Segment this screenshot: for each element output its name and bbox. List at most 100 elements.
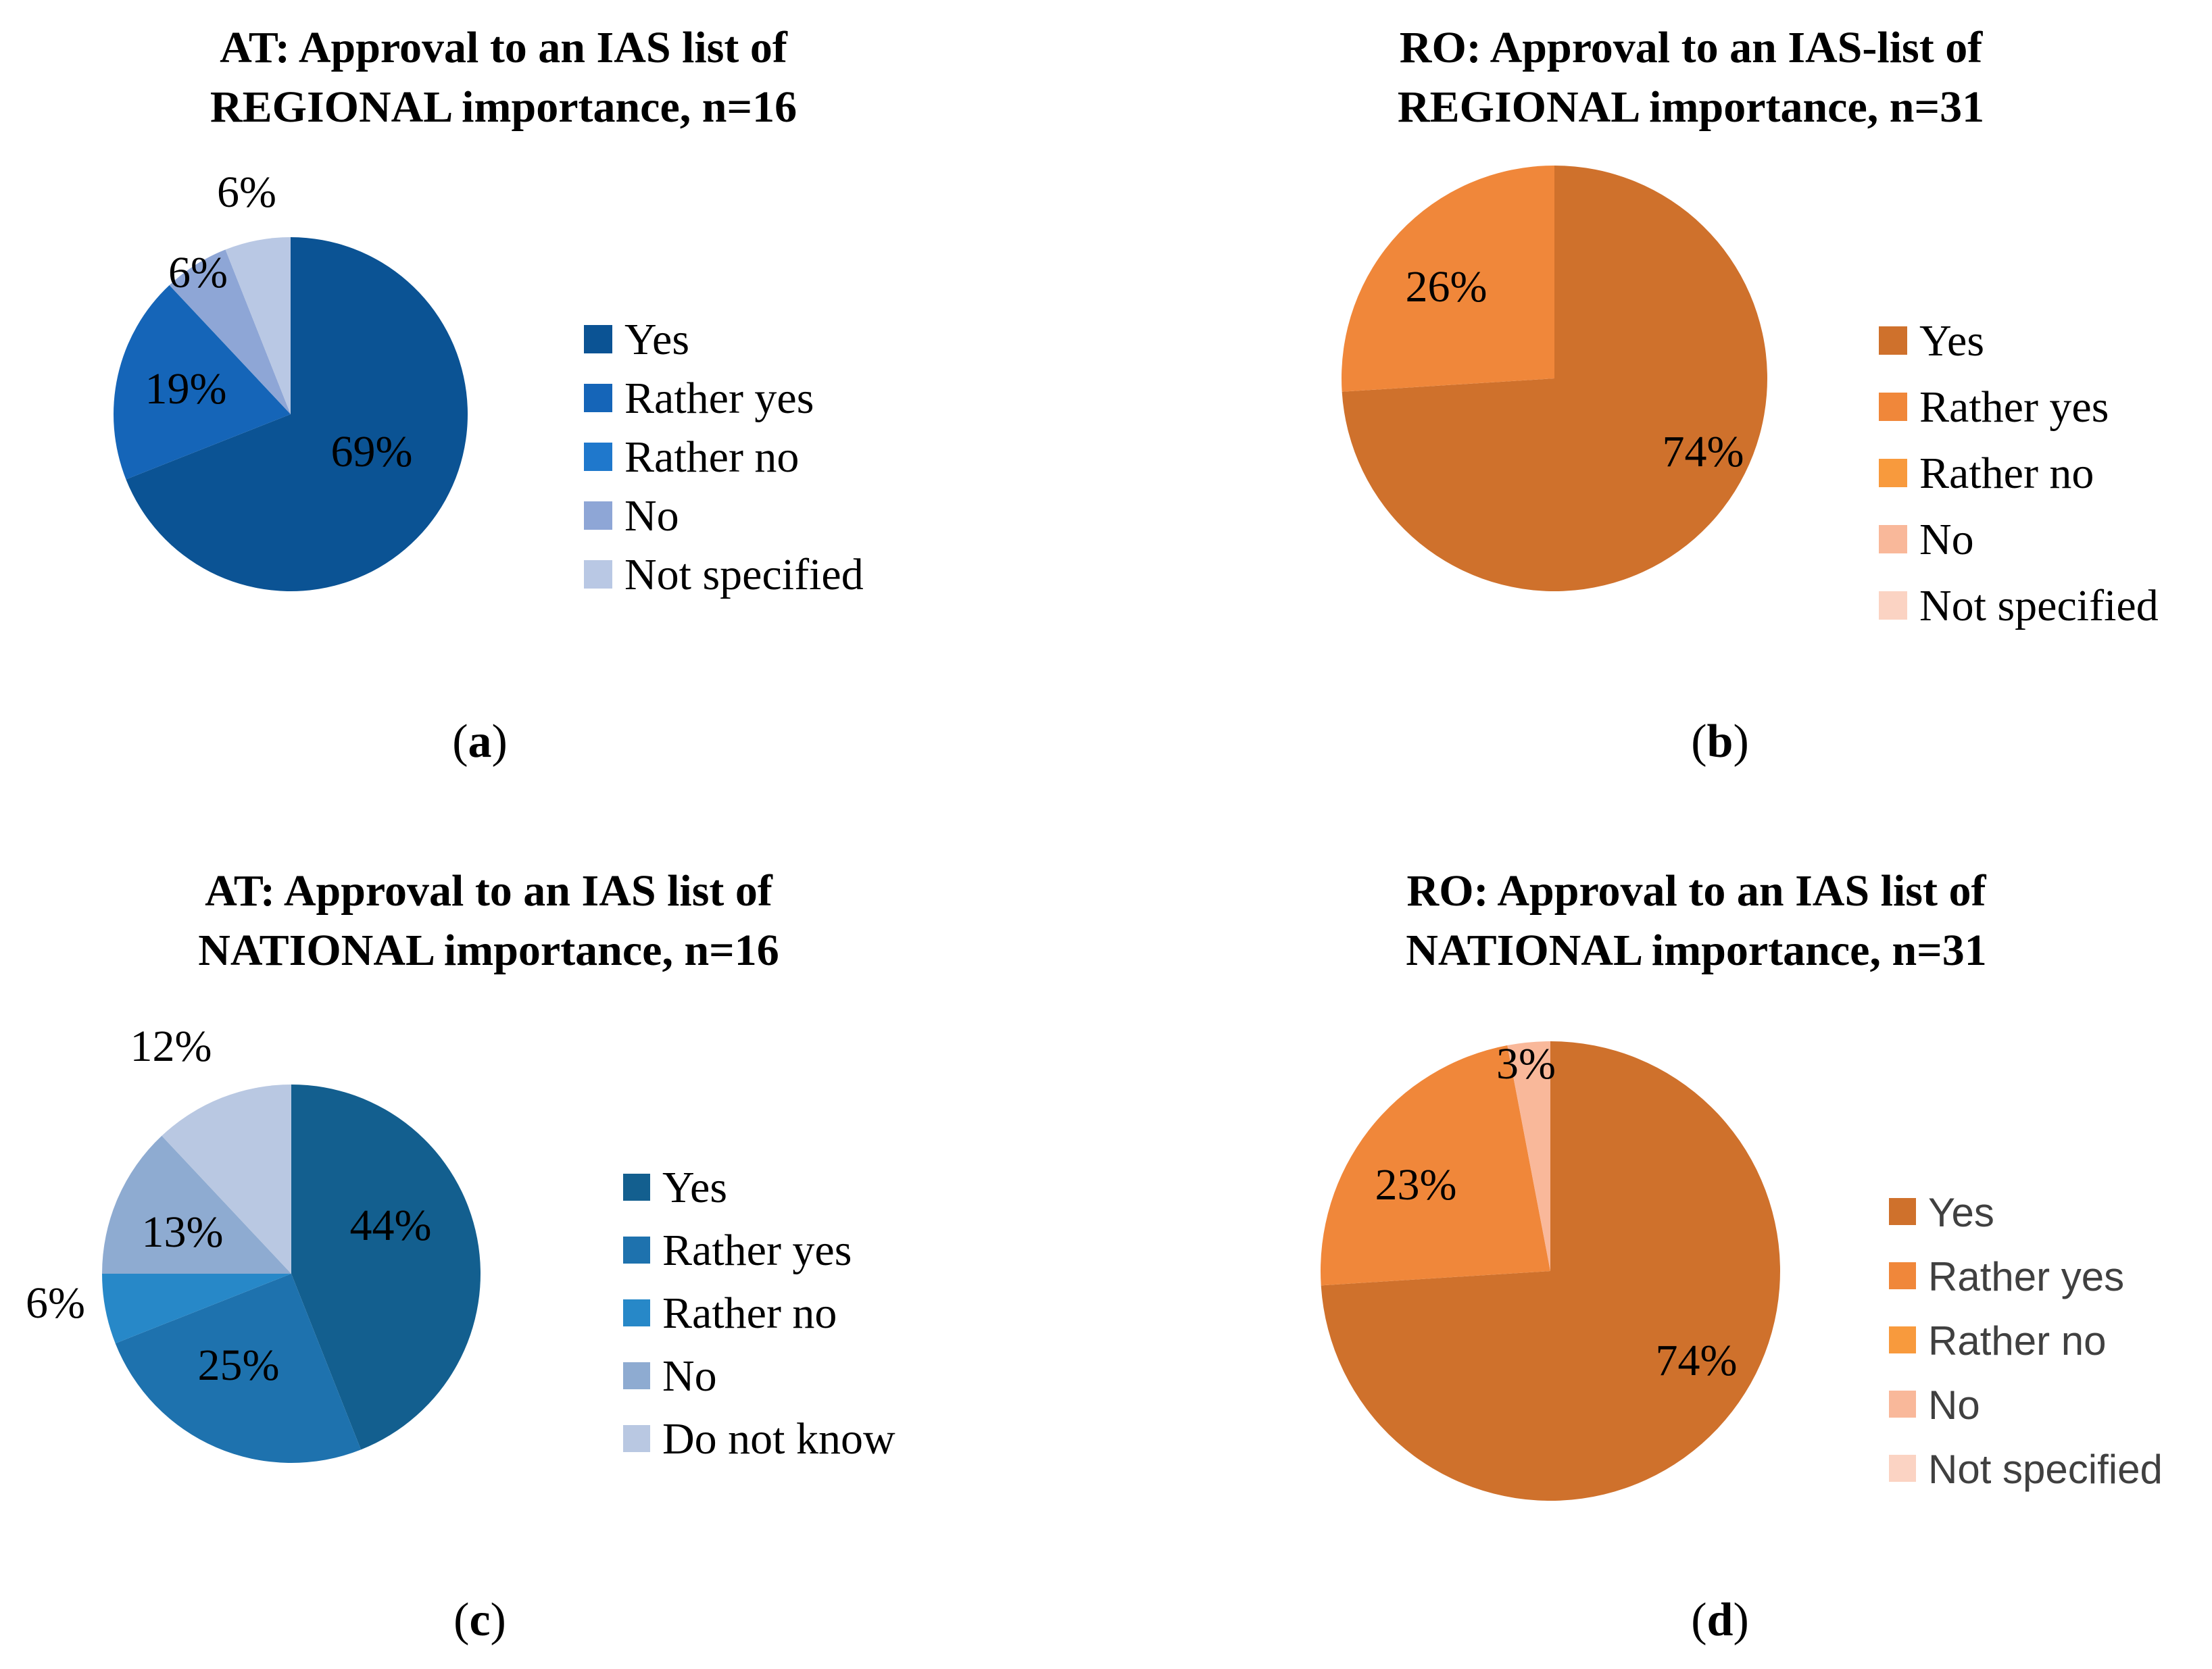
legend-swatch: [1889, 1326, 1916, 1353]
pie-slice-yes: [1321, 1041, 1780, 1501]
legend-label: No: [1928, 1382, 1980, 1428]
legend: Yes Rather yes Rather no No Not specified: [1879, 316, 2159, 630]
legend-swatch: [623, 1237, 650, 1264]
legend-label: Yes: [662, 1163, 727, 1212]
data-label: 6%: [168, 248, 228, 297]
legend-label: Rather no: [1928, 1318, 2107, 1364]
pie-slice-do-not-know: [162, 1085, 291, 1274]
caption-letter: c: [469, 1594, 490, 1646]
pie-chart-d: RO: Approval to an IAS list of NATIONAL i…: [1320, 866, 2163, 1646]
legend-label: Rather yes: [1928, 1254, 2124, 1299]
legend-label: Rather no: [662, 1289, 837, 1338]
data-label: 74%: [1663, 427, 1744, 476]
legend-swatch: [1879, 459, 1907, 487]
legend-label: No: [662, 1351, 717, 1401]
legend-swatch: [623, 1362, 650, 1389]
legend-swatch: [1879, 525, 1907, 553]
chart-title-line: RO: Approval to an IAS list of: [1407, 866, 1987, 916]
pie-chart-b: RO: Approval to an IAS-list of REGIONAL i…: [1341, 23, 2159, 768]
pie-slice-yes: [1342, 166, 1767, 591]
pie-chart-c: AT: Approval to an IAS list of NATIONAL i…: [26, 866, 895, 1646]
pie-slice-no: [102, 1135, 291, 1274]
pie-slice-yes: [291, 1085, 481, 1450]
caption-close: ): [491, 1594, 506, 1646]
pie-slice-rather-no: [102, 1274, 291, 1344]
panel-caption: (c): [453, 1594, 506, 1646]
legend-swatch: [584, 501, 612, 530]
chart-title-line: REGIONAL importance, n=16: [210, 82, 797, 132]
legend-label: No: [624, 491, 679, 541]
legend-swatch: [623, 1174, 650, 1201]
legend-label: Not specified: [1919, 581, 2159, 630]
legend-swatch: [584, 325, 612, 353]
pie-slice-rather-yes: [1341, 166, 1554, 392]
legend-label: No: [1919, 515, 1974, 564]
legend-label: Rather no: [624, 432, 799, 482]
panel-caption: (d): [1691, 1594, 1749, 1646]
caption-close: ): [1733, 1594, 1748, 1646]
legend-label: Yes: [1928, 1190, 1994, 1235]
pie-slice-rather-yes: [1320, 1045, 1550, 1286]
legend-label: Rather yes: [662, 1226, 852, 1275]
caption-letter: b: [1707, 716, 1734, 768]
caption-close: ): [1733, 716, 1748, 768]
data-label: 13%: [142, 1207, 224, 1257]
pie-slice-yes: [126, 237, 468, 591]
caption-open: (: [453, 1594, 469, 1646]
panel-caption: (b): [1691, 716, 1749, 768]
data-label: 25%: [198, 1341, 280, 1390]
legend: Yes Rather yes Rather no No Do not know: [623, 1163, 895, 1464]
legend-label: Yes: [624, 315, 689, 364]
legend-swatch: [1889, 1262, 1916, 1289]
legend-swatch: [1889, 1455, 1916, 1482]
pie-slice-not-specified: [225, 237, 291, 414]
legend-label: Rather no: [1919, 449, 2094, 498]
data-label: 6%: [26, 1278, 85, 1328]
pie-slice-rather-yes: [114, 285, 291, 480]
legend-swatch: [584, 560, 612, 589]
legend-label: Rather yes: [624, 374, 814, 423]
caption-letter: a: [468, 716, 492, 768]
chart-title-line: NATIONAL importance, n=31: [1406, 926, 1987, 975]
legend-label: Not specified: [624, 550, 864, 599]
legend-label: Rather yes: [1919, 382, 2109, 432]
legend-swatch: [584, 384, 612, 412]
chart-title-line: REGIONAL importance, n=31: [1398, 82, 1984, 132]
pie-slice-no: [169, 249, 291, 414]
legend-swatch: [1889, 1391, 1916, 1418]
caption-open: (: [452, 716, 468, 768]
chart-title-line: NATIONAL importance, n=16: [198, 926, 779, 975]
chart-title-line: RO: Approval to an IAS-list of: [1400, 23, 1983, 72]
pie-chart-a: AT: Approval to an IAS list of REGIONAL i…: [114, 23, 864, 768]
legend-label: Do not know: [662, 1414, 895, 1464]
legend-swatch: [584, 443, 612, 471]
legend: Yes Rather yes Rather no No Not specified: [584, 315, 864, 599]
caption-open: (: [1691, 1594, 1706, 1646]
legend-swatch: [1879, 393, 1907, 421]
data-label: 26%: [1406, 262, 1488, 312]
data-label: 3%: [1496, 1039, 1556, 1089]
caption-letter: d: [1707, 1594, 1734, 1646]
data-label: 69%: [331, 427, 413, 476]
pie-slice-no: [1507, 1041, 1550, 1271]
data-label: 12%: [130, 1022, 212, 1071]
data-label: 74%: [1656, 1336, 1738, 1385]
caption-open: (: [1691, 716, 1706, 768]
panel-caption: (a): [452, 716, 508, 768]
caption-close: ): [492, 716, 508, 768]
legend-swatch: [623, 1425, 650, 1452]
chart-title-line: AT: Approval to an IAS list of: [220, 23, 788, 72]
legend-swatch: [1879, 326, 1907, 355]
data-label: 23%: [1375, 1160, 1457, 1210]
chart-title-line: AT: Approval to an IAS list of: [205, 866, 773, 916]
legend-swatch: [1889, 1198, 1916, 1225]
legend-swatch: [623, 1299, 650, 1326]
legend-label: Yes: [1919, 316, 1984, 366]
legend-label: Not specified: [1928, 1447, 2163, 1492]
data-label: 19%: [145, 364, 227, 414]
legend: Yes Rather yes Rather no No Not specified: [1889, 1190, 2163, 1492]
pie-slice-rather-yes: [115, 1274, 362, 1464]
data-label: 6%: [217, 168, 276, 217]
legend-swatch: [1879, 591, 1907, 620]
